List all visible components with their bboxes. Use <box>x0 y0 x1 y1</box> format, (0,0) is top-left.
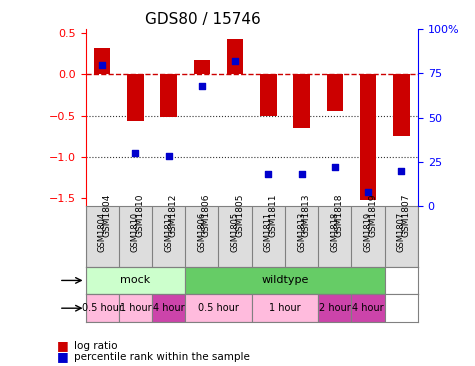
Point <box>98 62 106 68</box>
Text: GSM1813: GSM1813 <box>297 212 306 252</box>
Text: mock: mock <box>120 276 151 285</box>
Point <box>331 164 339 170</box>
Bar <box>393 74 409 136</box>
FancyBboxPatch shape <box>86 294 119 322</box>
Text: GSM1819: GSM1819 <box>364 212 372 252</box>
FancyBboxPatch shape <box>185 294 252 322</box>
FancyBboxPatch shape <box>119 294 152 322</box>
Text: GSM1805: GSM1805 <box>231 212 239 252</box>
Text: GSM1807: GSM1807 <box>397 212 406 252</box>
Text: percentile rank within the sample: percentile rank within the sample <box>74 352 249 362</box>
Text: GSM1806: GSM1806 <box>202 193 211 237</box>
Bar <box>94 48 110 74</box>
Text: 4 hour: 4 hour <box>352 303 384 313</box>
Text: GSM1811: GSM1811 <box>264 212 273 252</box>
Text: GSM1807: GSM1807 <box>401 193 410 237</box>
Text: GSM1818: GSM1818 <box>331 212 339 252</box>
Point <box>132 150 139 156</box>
Bar <box>326 74 343 112</box>
Bar <box>127 74 143 121</box>
Text: GSM1813: GSM1813 <box>302 193 311 237</box>
Point <box>398 168 405 173</box>
Text: ■: ■ <box>57 339 69 352</box>
Text: 0.5 hour: 0.5 hour <box>82 303 123 313</box>
Bar <box>160 74 177 117</box>
Text: GSM1812: GSM1812 <box>169 193 178 237</box>
Text: 0.5 hour: 0.5 hour <box>198 303 239 313</box>
Text: 1 hour: 1 hour <box>269 303 301 313</box>
Point <box>198 83 206 89</box>
Text: GSM1818: GSM1818 <box>335 193 344 237</box>
Text: 1 hour: 1 hour <box>120 303 151 313</box>
Text: GSM1805: GSM1805 <box>235 193 244 237</box>
FancyBboxPatch shape <box>185 266 385 294</box>
Bar <box>293 74 310 128</box>
Point <box>364 189 372 195</box>
Text: GDS80 / 15746: GDS80 / 15746 <box>145 12 261 27</box>
Text: GSM1811: GSM1811 <box>268 193 277 237</box>
FancyBboxPatch shape <box>318 294 352 322</box>
Text: 4 hour: 4 hour <box>153 303 184 313</box>
Text: log ratio: log ratio <box>74 341 117 351</box>
Text: GSM1810: GSM1810 <box>131 212 140 252</box>
Text: GSM1804: GSM1804 <box>102 193 111 237</box>
FancyBboxPatch shape <box>352 294 385 322</box>
Bar <box>360 74 376 200</box>
Point <box>165 154 172 160</box>
Point <box>298 171 305 177</box>
Bar <box>194 60 210 74</box>
Text: GSM1812: GSM1812 <box>164 212 173 252</box>
Bar <box>227 39 243 74</box>
Text: GSM1806: GSM1806 <box>198 212 206 252</box>
Text: ■: ■ <box>57 350 69 363</box>
Point <box>231 58 239 64</box>
Text: GSM1804: GSM1804 <box>98 212 106 252</box>
Point <box>265 171 272 177</box>
FancyBboxPatch shape <box>86 266 185 294</box>
Text: 2 hour: 2 hour <box>319 303 351 313</box>
Text: GSM1810: GSM1810 <box>135 193 144 237</box>
Text: GSM1819: GSM1819 <box>368 193 377 237</box>
Bar <box>260 74 276 116</box>
FancyBboxPatch shape <box>252 294 318 322</box>
Text: wildtype: wildtype <box>261 276 309 285</box>
FancyBboxPatch shape <box>152 294 185 322</box>
